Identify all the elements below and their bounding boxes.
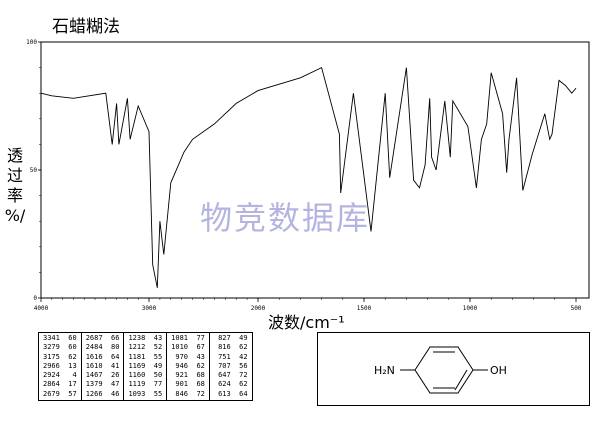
amine-group-label: H₂N (374, 364, 395, 377)
x-tick-label: 4000 (34, 305, 49, 312)
peak-column: 2687 66 2484 80 1616 64 1610 41 1467 26 1379 … (80, 331, 125, 402)
peak-entry: 2484 80 (85, 343, 120, 352)
y-axis-label-char: 率 (6, 186, 23, 205)
peak-entry: 1169 49 (128, 361, 163, 370)
peak-entry: 1616 64 (85, 352, 120, 361)
x-tick-label: 1000 (463, 305, 478, 312)
peak-entry: 2687 66 (85, 334, 120, 342)
peak-entry: 1379 47 (85, 380, 120, 389)
y-tick-label: 50 (30, 167, 38, 174)
hydroxyl-group-label: OH (490, 364, 507, 377)
peak-entry: 647 72 (213, 371, 248, 380)
peak-entry: 2679 57 (43, 389, 77, 398)
x-tick-label: 3000 (142, 305, 157, 312)
peak-entry: 1093 55 (128, 389, 163, 398)
peak-entry: 707 56 (213, 361, 248, 370)
peak-entry: 827 49 (213, 334, 248, 342)
peak-entry: 1266 46 (85, 389, 120, 398)
benzene-ring (414, 346, 474, 394)
peak-entry: 2924 4 (43, 371, 77, 380)
peak-entry: 3279 60 (43, 343, 77, 352)
peak-column: 827 49 816 62 751 42 707 56 647 72 624 6… (208, 331, 253, 402)
y-axis-label-char: %/ (4, 206, 26, 225)
molecular-structure: H₂N OH (317, 332, 590, 406)
y-tick-label: 0 (33, 295, 37, 302)
structure-drawing: H₂N OH (374, 346, 507, 394)
peak-entry: 1081 77 (171, 334, 205, 342)
ring-double-bond (454, 369, 468, 391)
y-axis-label-char: 过 (6, 166, 23, 185)
peak-table: 3341 60 3279 60 3175 62 2966 13 2924 4 2864 1… (38, 331, 253, 402)
peak-entry: 1010 67 (171, 343, 205, 352)
peak-entry: 751 42 (213, 352, 248, 361)
x-tick-label: 500 (571, 305, 582, 312)
x-tick-label: 1500 (357, 305, 372, 312)
y-axis-label-char: 透 (6, 146, 23, 165)
peak-column: 3341 60 3279 60 3175 62 2966 13 2924 4 2864 1… (38, 331, 82, 402)
peak-table-row: 3341 60 3279 60 3175 62 2966 13 2924 4 2864 1… (38, 331, 253, 402)
peak-entry: 1119 77 (128, 380, 163, 389)
peak-entry: 1181 55 (128, 352, 163, 361)
chart-title: 石蜡糊法 (52, 17, 120, 37)
peak-entry: 816 62 (213, 343, 248, 352)
peak-entry: 1212 52 (128, 343, 163, 352)
y-tick-label: 100 (26, 39, 37, 46)
peak-column: 1238 43 1212 52 1181 55 1169 49 1160 50 1119 … (123, 331, 168, 402)
peak-entry: 946 62 (171, 361, 205, 370)
peak-entry: 1160 50 (128, 371, 163, 380)
x-axis-label: 波数/cm⁻¹ (268, 313, 345, 332)
peak-entry: 921 68 (171, 371, 205, 380)
peak-entry: 2966 13 (43, 361, 77, 370)
peak-entry: 613 64 (213, 389, 248, 398)
peak-entry: 901 68 (171, 380, 205, 389)
peak-entry: 970 43 (171, 352, 205, 361)
peak-entry: 1610 41 (85, 361, 120, 370)
peak-column: 1081 77 1010 67 970 43 946 62 921 68 901 … (166, 331, 210, 402)
peak-entry: 2864 17 (43, 380, 77, 389)
peak-entry: 1238 43 (128, 334, 163, 342)
x-tick-label: 2000 (251, 305, 266, 312)
peak-entry: 3175 62 (43, 352, 77, 361)
peak-entry: 1467 26 (85, 371, 120, 380)
peak-entry: 846 72 (171, 389, 205, 398)
peak-entry: 624 62 (213, 380, 248, 389)
spectrum-trace (40, 66, 577, 288)
y-axis-label: 透 过 率 %/ (2, 146, 28, 226)
peak-entry: 3341 60 (43, 334, 77, 342)
watermark: 物竞数据库 (200, 199, 371, 237)
